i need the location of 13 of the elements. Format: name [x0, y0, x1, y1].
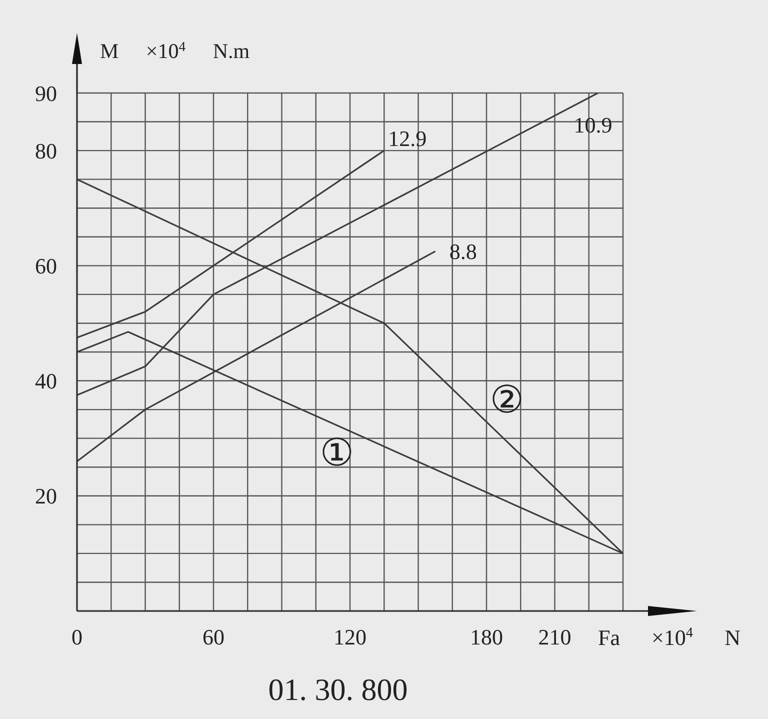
y-tick-label: 40 — [35, 368, 57, 394]
text: 01. 30. 800 — [268, 672, 408, 707]
x-tick-label: 210 — [538, 624, 572, 650]
x-tick-label: 0 — [72, 624, 82, 650]
x-tick-label: 60 — [202, 624, 224, 650]
y-tick-label: 20 — [35, 484, 57, 509]
x-tick-label: 120 — [334, 624, 366, 650]
y-tick-label: 80 — [35, 138, 57, 164]
text: Fa ×10$^{4}$ N — [598, 625, 740, 650]
y-tick-label: 90 — [35, 80, 57, 106]
y-tick-label: 60 — [35, 253, 57, 278]
text: M ×10$^{4}$ N.m — [100, 38, 250, 63]
x-tick-label: 180 — [470, 624, 503, 650]
